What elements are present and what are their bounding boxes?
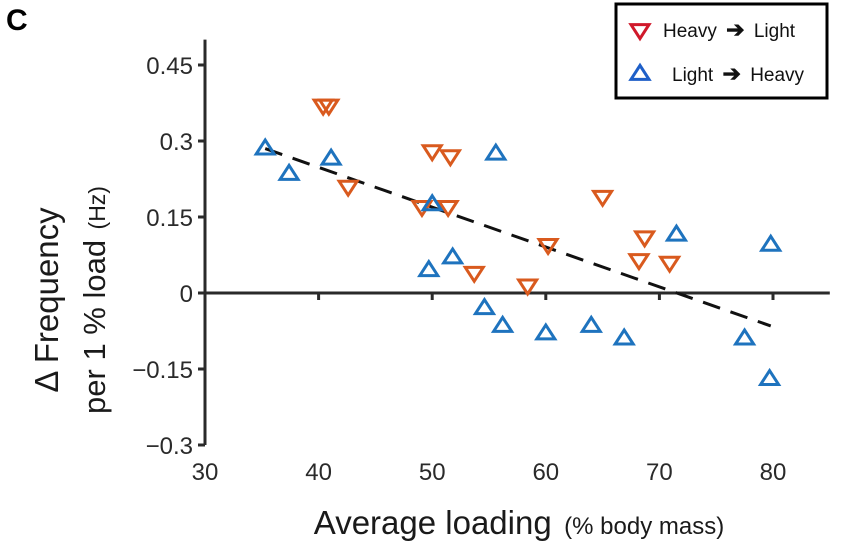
point-heavy-to-light [436,199,460,219]
arrow-right-icon: ➔ [722,61,740,86]
point-light-to-heavy [440,246,465,265]
point-heavy-to-light [515,278,540,297]
point-light-to-heavy [612,327,636,346]
fit-line [264,147,772,328]
point-light-to-heavy [490,314,515,333]
x-tick-label: 30 [192,459,219,486]
point-light-to-heavy [758,233,783,252]
x-tick-label: 80 [760,459,787,486]
y-axis-title-line2: per 1 % load [77,240,112,414]
x-tick-label: 60 [532,459,559,486]
point-light-to-heavy [277,162,301,181]
point-heavy-to-light [627,253,651,272]
legend-marker-light-to-heavy [628,62,652,81]
x-axis-title-units: (% body mass) [564,513,724,540]
y-tick-label: 0.15 [146,205,193,232]
legend-label-light-to-heavy: Light ➔ Heavy [672,61,805,86]
x-tick-label: 50 [419,459,446,486]
x-axis: 30 40 50 60 70 80 [192,291,830,486]
y-tick-label: 0.45 [146,53,193,80]
point-heavy-to-light [336,179,360,198]
x-axis-title-main: Average loading [314,504,552,541]
y-tick-label: −0.3 [146,433,193,460]
fit-line-group [264,147,772,328]
point-light-to-heavy [732,327,757,346]
x-tick-label: 70 [646,459,673,486]
x-tick-label: 40 [305,459,332,486]
y-tick-label: −0.15 [132,357,193,384]
legend-marker-heavy-to-light [628,23,652,42]
legend: Heavy ➔ Light Light ➔ Heavy [614,2,829,100]
data-points [253,98,783,387]
arrow-right-icon: ➔ [726,17,744,42]
point-heavy-to-light [420,144,444,163]
point-heavy-to-light [536,237,560,257]
x-axis-title: Average loading (% body mass) [314,504,724,541]
point-light-to-heavy [319,147,343,166]
point-light-to-heavy [472,296,497,316]
point-light-to-heavy [484,142,508,161]
y-tick-label: 0.3 [160,129,193,156]
point-light-to-heavy [664,223,689,242]
y-axis-title-line1: Δ Frequency [28,207,65,393]
y-tick-label: 0 [180,281,193,308]
point-heavy-to-light [462,265,486,285]
legend-label-heavy-to-light: Heavy ➔ Light [663,17,796,42]
panel-label: C [6,4,28,37]
point-heavy-to-light [657,255,682,274]
legend-box [614,2,829,100]
point-light-to-heavy [420,193,444,212]
point-heavy-to-light [590,189,615,209]
y-axis: −0.3 −0.15 0 0.15 0.3 0.45 [132,39,207,460]
point-heavy-to-light [438,149,463,168]
y-axis-title-units: (Hz) [84,186,110,229]
point-heavy-to-light [317,98,341,117]
y-axis-subtitle: per 1 % load (Hz) [77,186,112,414]
point-light-to-heavy [757,367,782,387]
point-light-to-heavy [534,322,558,341]
y-axis-title: Δ Frequency [28,207,65,393]
point-light-to-heavy [579,314,603,333]
point-light-to-heavy [253,137,277,156]
point-light-to-heavy [417,258,441,278]
point-heavy-to-light [632,230,657,249]
